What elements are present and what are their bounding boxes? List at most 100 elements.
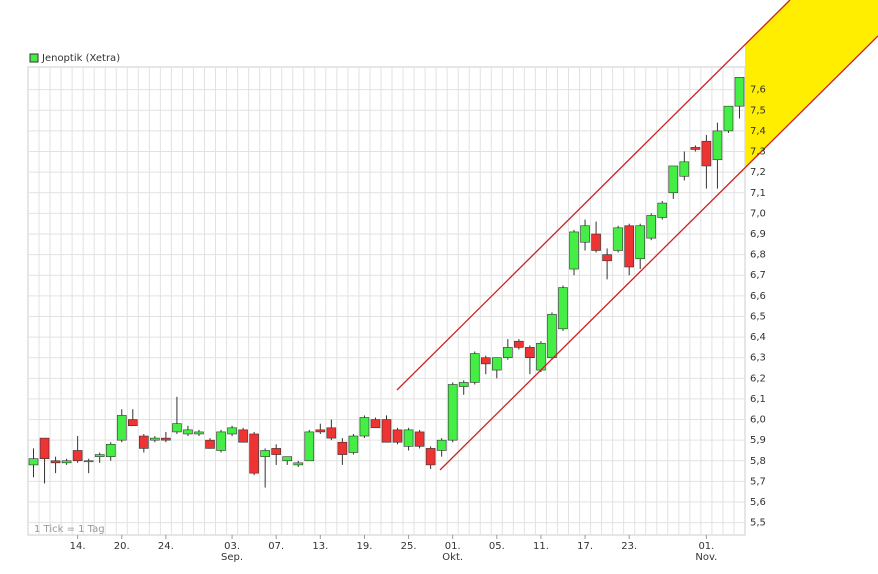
candle-body xyxy=(161,437,171,441)
x-month-label: Sep. xyxy=(221,552,243,563)
candle-body xyxy=(734,77,745,107)
x-tick-label: 14. xyxy=(70,541,86,552)
candle-body xyxy=(315,429,326,433)
candle-body xyxy=(172,423,182,433)
x-month-label: Okt. xyxy=(442,552,463,563)
grid xyxy=(28,67,745,535)
y-tick-label: 7,6 xyxy=(750,85,766,96)
y-tick-label: 6,7 xyxy=(750,270,766,281)
candle-body xyxy=(646,215,657,239)
candle-body xyxy=(61,460,72,464)
candle-body xyxy=(635,225,646,260)
y-tick-label: 7,2 xyxy=(750,167,766,178)
candle-body xyxy=(83,460,94,463)
candles xyxy=(28,77,745,488)
candle-body xyxy=(712,130,723,161)
x-month-label: Nov. xyxy=(695,552,717,563)
footnote: 1 Tick = 1 Tag xyxy=(34,524,105,535)
x-tick-label: 17. xyxy=(577,541,593,552)
y-tick-label: 6,9 xyxy=(750,229,766,240)
candle-body xyxy=(359,417,370,437)
candle-body xyxy=(547,314,557,358)
candle-body xyxy=(657,202,668,218)
y-tick-label: 6,8 xyxy=(750,250,766,261)
x-tick-label: 20. xyxy=(114,541,130,552)
candle-body xyxy=(348,435,359,453)
candle-body xyxy=(304,431,315,462)
candle-body xyxy=(260,450,270,457)
candle-body xyxy=(39,437,50,460)
candle-body xyxy=(602,254,612,262)
y-tick-label: 7,0 xyxy=(750,208,766,219)
y-tick-label: 6,3 xyxy=(750,353,766,364)
candle-body xyxy=(116,415,127,441)
y-tick-label: 6,6 xyxy=(750,291,766,302)
legend-swatch xyxy=(29,53,39,63)
y-tick-label: 5,6 xyxy=(750,497,766,508)
candle-body xyxy=(370,419,381,429)
y-tick-label: 6,4 xyxy=(750,332,766,343)
candle-body xyxy=(94,454,105,457)
candle-body xyxy=(150,437,160,441)
candle-body xyxy=(403,429,414,447)
channel-projection xyxy=(745,0,878,168)
candle-body xyxy=(469,353,480,383)
candle-body xyxy=(381,419,392,443)
candle-body xyxy=(205,439,215,449)
candle-body xyxy=(282,456,293,462)
candle-body xyxy=(701,140,712,167)
candle-body xyxy=(337,441,348,455)
candle-body xyxy=(28,458,39,466)
y-tick-label: 7,4 xyxy=(750,126,766,137)
candle-body xyxy=(668,165,679,194)
candle-body xyxy=(238,429,248,443)
candle-body xyxy=(72,450,83,462)
candle-body xyxy=(514,340,524,348)
candle-body xyxy=(480,357,491,365)
y-tick-label: 5,7 xyxy=(750,476,766,487)
candle-body xyxy=(249,433,259,474)
candle-body xyxy=(50,460,61,464)
candle-body xyxy=(271,448,281,455)
x-tick-label: 01. xyxy=(698,541,714,552)
candle-body xyxy=(580,225,590,243)
x-tick-label: 01. xyxy=(445,541,461,552)
candle-body xyxy=(139,435,149,449)
candle-body xyxy=(624,225,634,268)
x-tick-label: 25. xyxy=(401,541,417,552)
candle-body xyxy=(127,419,138,427)
candle-body xyxy=(558,287,568,330)
candle-body xyxy=(458,382,469,387)
y-tick-label: 5,8 xyxy=(750,456,766,467)
plot-area xyxy=(27,66,746,536)
candle-body xyxy=(425,448,436,466)
candle-body xyxy=(447,384,458,441)
candle-body xyxy=(216,431,226,451)
candle-body xyxy=(105,443,116,457)
candle-body xyxy=(679,161,690,177)
candle-body xyxy=(326,427,337,439)
candle-body xyxy=(525,347,535,358)
legend-label: Jenoptik (Xetra) xyxy=(41,53,120,64)
candle-body xyxy=(613,227,623,251)
x-tick-label: 07. xyxy=(268,541,284,552)
y-tick-label: 7,5 xyxy=(750,105,766,116)
candle-body xyxy=(183,429,193,435)
candle-body xyxy=(414,431,425,447)
x-tick-label: 03. xyxy=(224,541,240,552)
y-tick-label: 7,3 xyxy=(750,147,766,158)
lower-trend-line xyxy=(439,35,878,471)
candle-body xyxy=(436,439,447,451)
upper-trend-line xyxy=(396,0,791,391)
candle-body xyxy=(690,147,701,150)
y-tick-label: 6,2 xyxy=(750,373,766,384)
y-tick-label: 5,9 xyxy=(750,435,766,446)
x-tick-label: 05. xyxy=(489,541,505,552)
candle-body xyxy=(569,231,579,270)
x-tick-label: 24. xyxy=(158,541,174,552)
candle-body xyxy=(227,427,237,435)
candle-body xyxy=(591,233,601,251)
x-tick-label: 13. xyxy=(312,541,328,552)
y-tick-label: 5,5 xyxy=(750,518,766,529)
